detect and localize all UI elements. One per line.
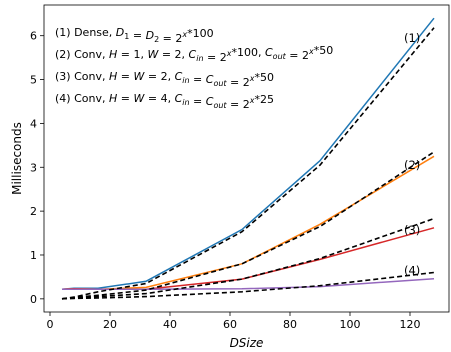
legend-entry: (2) Conv, H = 1, W = 2, Cin = 2x*100, Co… — [55, 44, 333, 64]
curve-label: (1) — [404, 31, 420, 45]
x-tick-label: 100 — [340, 318, 361, 331]
series-line-2 — [61, 155, 435, 290]
legend-entry: (3) Conv, H = W = 2, Cin = Cout = 2x*50 — [55, 70, 274, 89]
curve-label: (4) — [404, 263, 420, 277]
curve-label: (2) — [404, 158, 420, 172]
legend-entry: (4) Conv, H = W = 4, Cin = Cout = 2x*25 — [55, 92, 274, 111]
x-tick-label: 0 — [47, 318, 54, 331]
fit-line-1 — [61, 27, 435, 300]
y-tick-label: 3 — [30, 161, 37, 174]
x-tick-label: 80 — [283, 318, 297, 331]
series-line-3 — [61, 227, 435, 290]
y-tick-label: 5 — [30, 74, 37, 87]
fit-line-3 — [61, 217, 435, 300]
curve-label: (3) — [404, 223, 420, 237]
y-tick-label: 0 — [30, 293, 37, 306]
y-tick-label: 2 — [30, 205, 37, 218]
y-tick-label: 6 — [30, 30, 37, 43]
legend: (1) Dense, D1 = D2 = 2x*100(2) Conv, H =… — [55, 26, 333, 111]
y-axis-title: Milliseconds — [10, 122, 24, 195]
series-line-4 — [62, 277, 435, 290]
legend-entry: (1) Dense, D1 = D2 = 2x*100 — [55, 26, 214, 45]
y-tick-label: 4 — [30, 117, 37, 130]
x-tick-label: 20 — [103, 318, 117, 331]
y-tick-label: 1 — [30, 249, 37, 262]
plot-area-frame — [43, 4, 450, 313]
x-tick-label: 60 — [223, 318, 237, 331]
x-tick-label: 120 — [400, 318, 421, 331]
x-axis-title: DSize — [230, 336, 264, 350]
x-tick-label: 40 — [163, 318, 177, 331]
fit-line-4 — [61, 271, 435, 300]
